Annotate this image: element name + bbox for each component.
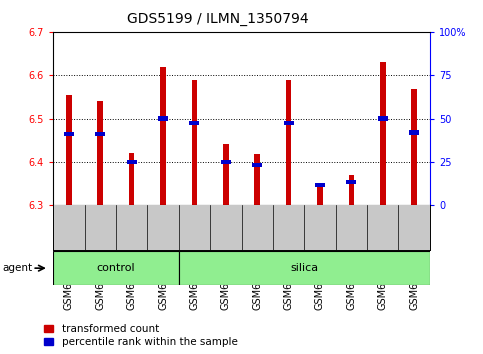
Bar — [378, 116, 388, 121]
Bar — [349, 175, 354, 205]
Bar — [223, 144, 228, 205]
Bar — [158, 116, 168, 121]
Bar — [66, 95, 71, 205]
Bar — [160, 67, 166, 205]
Bar — [53, 251, 179, 285]
Bar — [189, 121, 199, 125]
Bar — [221, 160, 231, 164]
Bar — [95, 132, 105, 136]
Bar — [127, 160, 137, 164]
Text: GDS5199 / ILMN_1350794: GDS5199 / ILMN_1350794 — [127, 12, 308, 27]
Bar — [284, 121, 294, 125]
Bar — [412, 89, 417, 205]
Bar — [252, 163, 262, 167]
Bar — [286, 80, 291, 205]
Bar — [317, 184, 323, 205]
Bar — [192, 80, 197, 205]
Text: control: control — [97, 263, 135, 273]
Bar — [98, 101, 103, 205]
Text: agent: agent — [2, 263, 32, 273]
Bar — [346, 180, 356, 184]
Legend: transformed count, percentile rank within the sample: transformed count, percentile rank withi… — [44, 324, 238, 347]
Bar — [129, 153, 134, 205]
Bar — [409, 130, 419, 135]
Bar — [255, 154, 260, 205]
Bar — [64, 132, 74, 136]
Text: silica: silica — [290, 263, 318, 273]
Bar — [315, 183, 325, 187]
Bar — [179, 251, 430, 285]
Bar — [380, 62, 385, 205]
